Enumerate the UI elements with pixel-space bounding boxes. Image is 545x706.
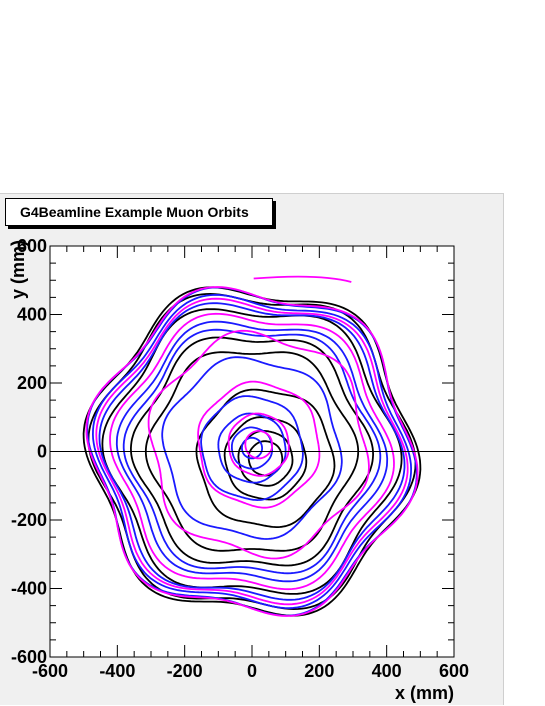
y-axis-title: y (mm) xyxy=(8,240,28,299)
orbit-trace xyxy=(227,412,290,477)
y-tick-label: -600 xyxy=(11,647,47,667)
orbit-exit-trace xyxy=(253,275,352,283)
x-tick-label: -200 xyxy=(167,661,203,681)
orbit-trace xyxy=(147,329,370,560)
orbit-trace xyxy=(161,356,343,540)
y-tick-label: -200 xyxy=(11,510,47,530)
orbit-trace xyxy=(244,430,273,460)
y-tick-label: 0 xyxy=(37,442,47,462)
x-tick-label: 0 xyxy=(247,661,257,681)
axes: -600-600 -400 -400 -200 -200 0 0 200 200 400 400 60… xyxy=(8,236,469,703)
x-tick-label: 600 xyxy=(439,661,469,681)
x-tick-label: -600 xyxy=(32,661,68,681)
x-tick-label: 400 xyxy=(372,661,402,681)
plot-area: -600-600 -400 -400 -200 -200 0 0 200 200 400 400 60… xyxy=(8,236,469,703)
y-tick-label: 200 xyxy=(17,373,47,393)
x-tick-label: 200 xyxy=(304,661,334,681)
orbit-trace xyxy=(197,380,321,509)
orbit-trace xyxy=(241,436,263,460)
y-tick-label: -400 xyxy=(11,579,47,599)
orbit-trace xyxy=(237,430,294,487)
chart-title: G4Beamline Example Muon Orbits xyxy=(5,198,273,226)
plot-canvas: -600 -600 -400 -400 -200 -200 0 0 200 200 400 400 60… xyxy=(0,193,504,705)
orbit-trace xyxy=(200,395,304,502)
x-tick-label: -400 xyxy=(99,661,135,681)
x-axis-title: x (mm) xyxy=(395,683,454,703)
y-tick-label: 400 xyxy=(17,305,47,325)
orbit-trace xyxy=(223,416,308,501)
y-tick-label: 600 xyxy=(17,236,47,256)
orbit-trace xyxy=(217,412,287,484)
orbit-trace xyxy=(231,426,273,470)
